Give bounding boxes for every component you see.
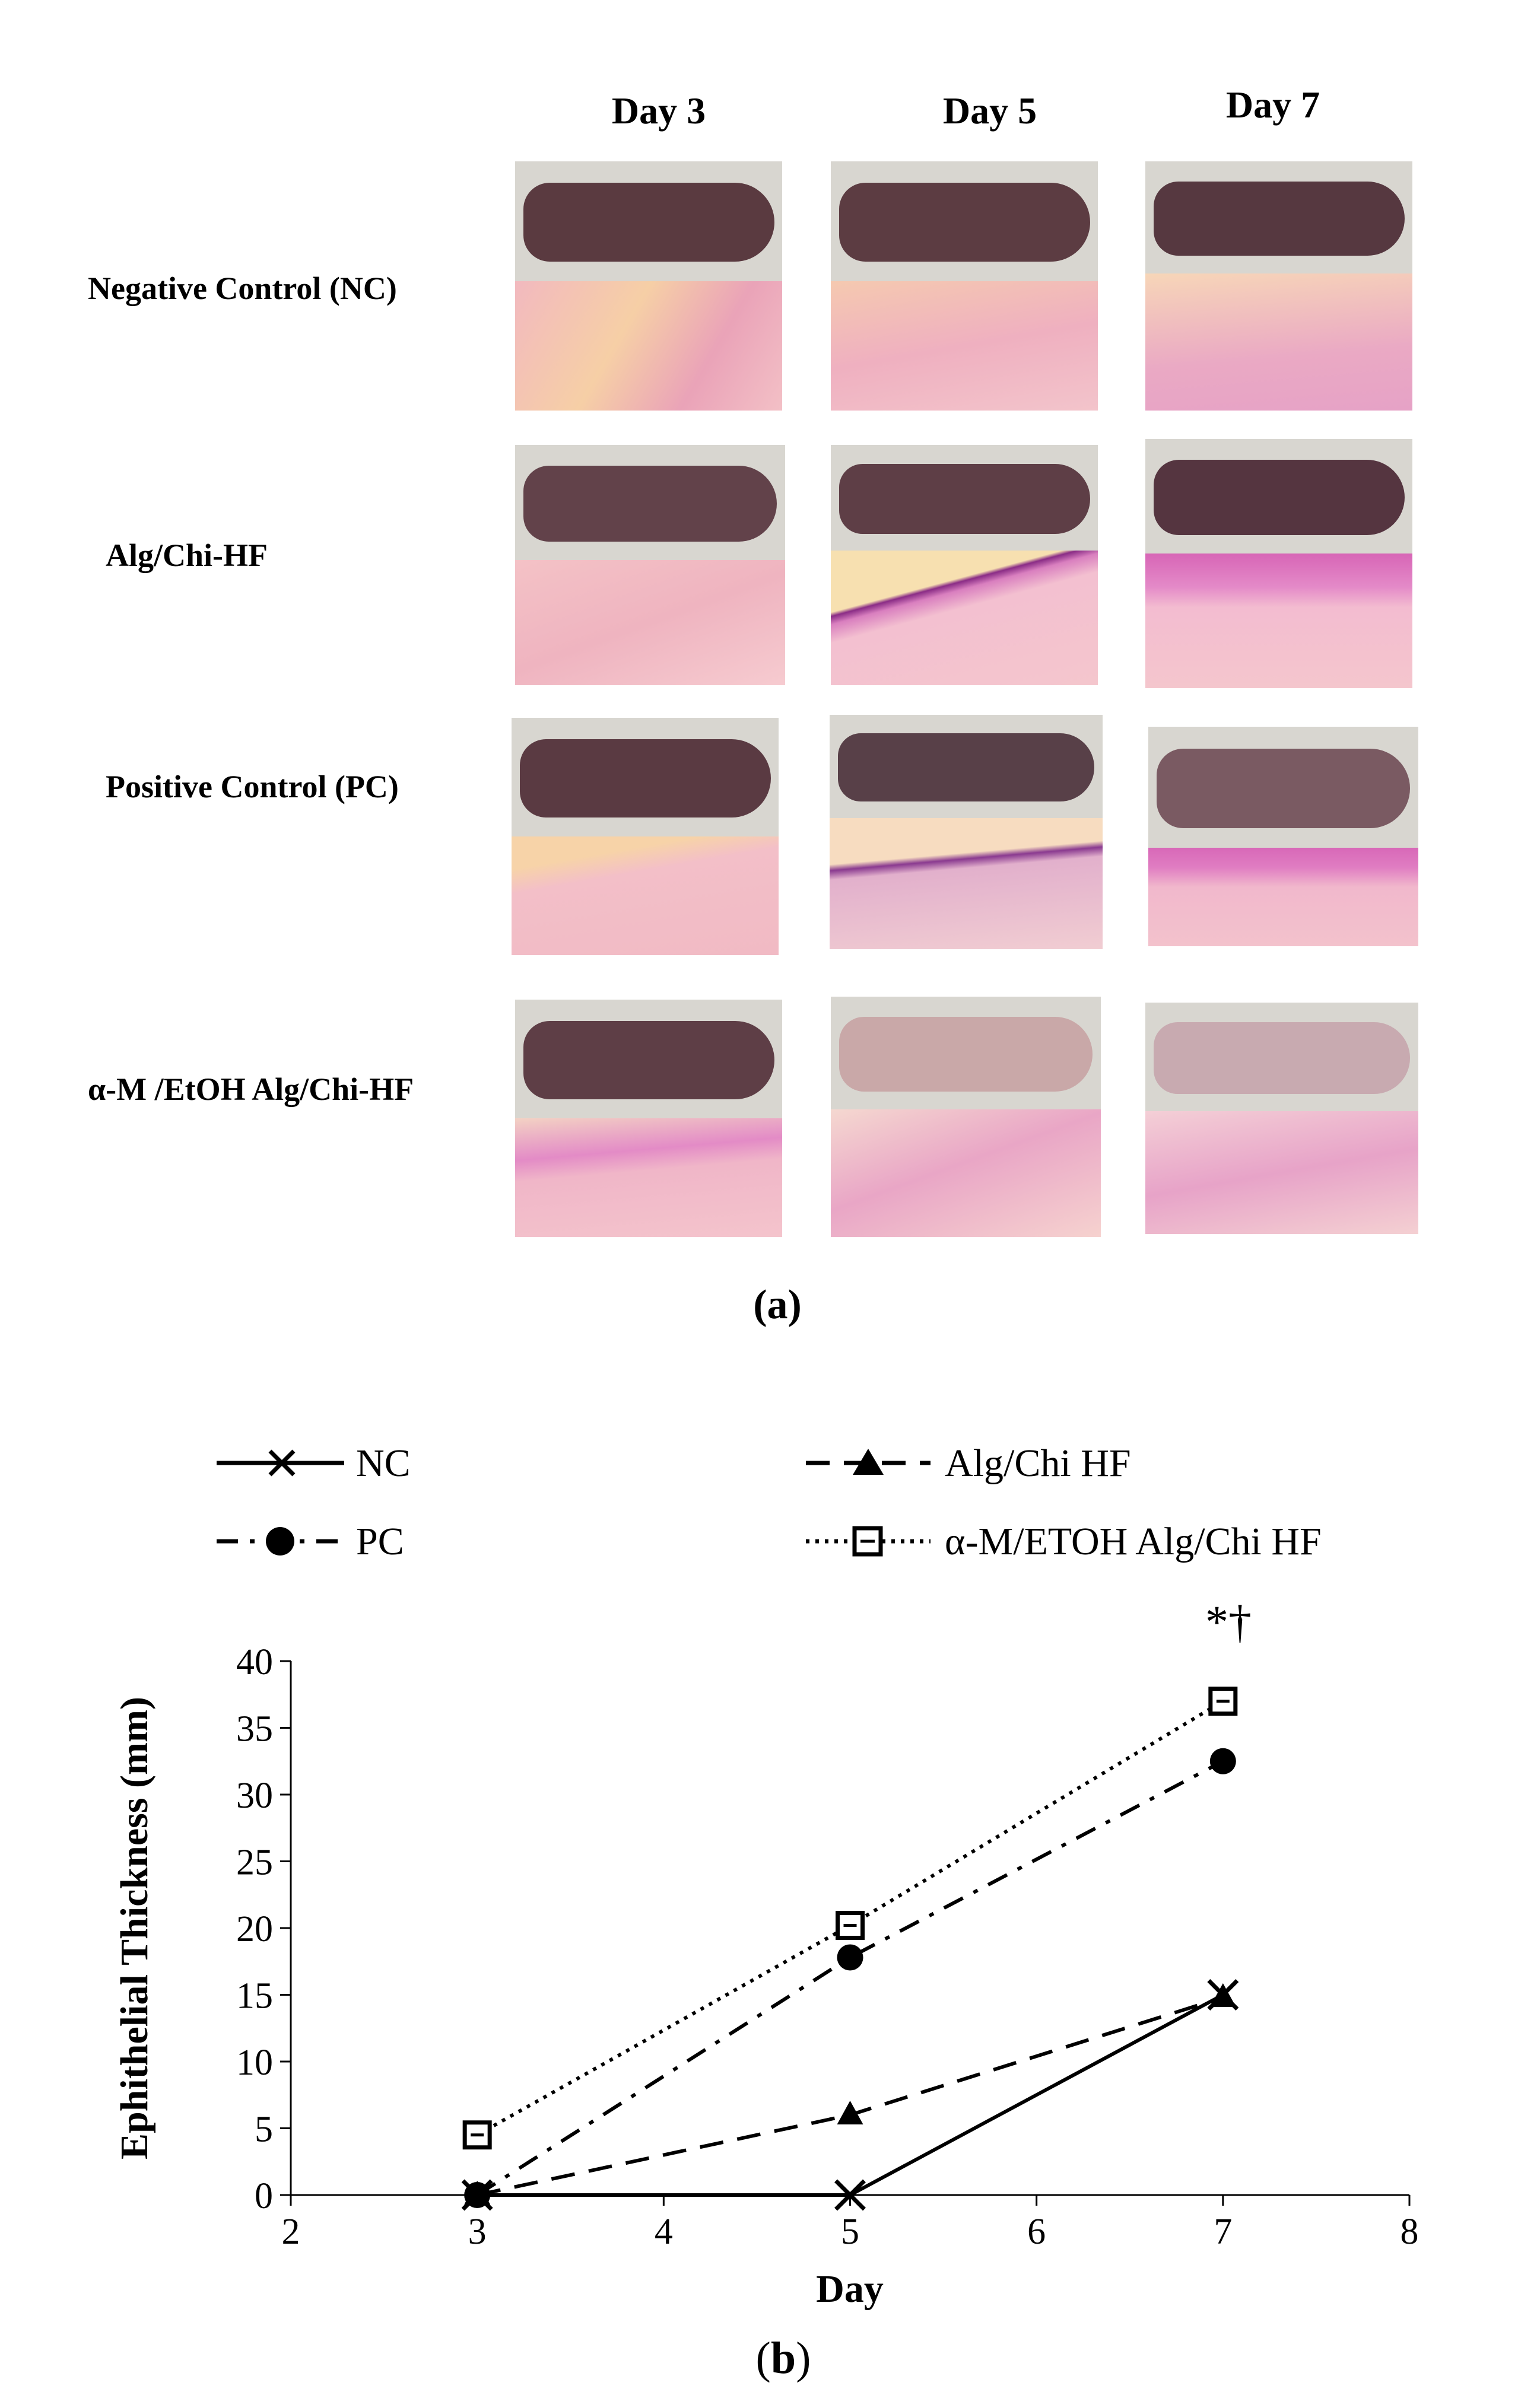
x-tick-label-7: 7: [1214, 2212, 1232, 2252]
x-tick-label-3: 3: [468, 2212, 487, 2252]
y-tick-label-10: 10: [236, 2043, 273, 2083]
photo-am-day5: [831, 997, 1101, 1237]
photo-am-day7: [1145, 1003, 1418, 1234]
legend-marker-nc: [268, 1449, 296, 1477]
photo-am-day3: [515, 1000, 782, 1237]
x-axis-label: Day: [816, 2267, 884, 2311]
legend-label-alg-chi: Alg/Chi HF: [945, 1442, 1131, 1485]
photo-alg-chi-day7: [1145, 439, 1412, 688]
x-ticks: 2 3 4 5 6 7 8: [282, 2195, 1419, 2252]
point-x-day-3: [461, 2179, 493, 2211]
y-tick-label-5: 5: [255, 2110, 273, 2150]
point-square-day-3: [462, 2120, 492, 2150]
point-square-day-7: [1208, 1687, 1238, 1716]
series-layer: [461, 1687, 1239, 2211]
y-tick-label-35: 35: [236, 1709, 273, 1749]
photo-alg-chi-day3: [515, 445, 785, 685]
photo-pc-day3: [512, 718, 779, 955]
point-square-day-5: [836, 1911, 865, 1940]
x-tick-label-2: 2: [282, 2212, 300, 2252]
legend-label-nc: NC: [356, 1442, 411, 1485]
legend-label-pc: PC: [356, 1520, 404, 1563]
epithelial-thickness-chart: NC Alg/Chi HF PC α-M/ETOH Alg/Chi HF 0 5 1…: [113, 1442, 1419, 2383]
point-circle-day-5: [837, 1944, 863, 1971]
y-tick-label-30: 30: [236, 1776, 273, 1816]
y-ticks: 0 5 10 15 20 25 30 35 40: [236, 1642, 291, 2216]
x-tick-label-5: 5: [841, 2212, 859, 2252]
y-tick-label-15: 15: [236, 1976, 273, 2016]
photo-pc-day7: [1148, 727, 1418, 946]
legend-marker-pc: [266, 1527, 294, 1556]
x-tick-label-6: 6: [1027, 2212, 1046, 2252]
photo-nc-day3: [515, 161, 782, 411]
y-tick-label-0: 0: [255, 2176, 273, 2216]
legend-label-am: α-M/ETOH Alg/Chi HF: [945, 1520, 1322, 1563]
legend: NC Alg/Chi HF PC α-M/ETOH Alg/Chi HF: [217, 1442, 1322, 1563]
y-tick-label-20: 20: [236, 1909, 273, 1949]
point-x-day-7: [1207, 1979, 1239, 2011]
row-label-alg-chi-hf: Alg/Chi-HF: [106, 537, 268, 573]
point-triangle-day-5: [837, 2101, 863, 2124]
series-line-triangle: [477, 1996, 1224, 2197]
legend-item-alg-chi: Alg/Chi HF: [806, 1442, 1131, 1485]
row-label-negative-control: Negative Control (NC): [88, 271, 397, 306]
series-line-x: [477, 1993, 1224, 2197]
legend-marker-am: [852, 1526, 883, 1557]
photo-nc-day7: [1145, 161, 1412, 411]
legend-item-nc: NC: [217, 1442, 411, 1485]
point-circle-day-7: [1209, 1748, 1236, 1774]
y-tick-label-25: 25: [236, 1843, 273, 1883]
column-header-day-5: Day 5: [942, 90, 1037, 132]
column-header-day-7: Day 7: [1225, 84, 1320, 126]
significance-annotation: *†: [1205, 1596, 1252, 1647]
point-x-day-5: [834, 2179, 866, 2211]
y-tick-label-40: 40: [236, 1642, 273, 1682]
x-tick-label-4: 4: [655, 2212, 673, 2252]
photo-alg-chi-day5: [831, 445, 1098, 685]
column-header-day-3: Day 3: [611, 90, 706, 132]
panel-a-label: (a): [753, 1282, 802, 1328]
panel-b-label: (b): [756, 2333, 811, 2383]
row-label-positive-control: Positive Control (PC): [106, 769, 399, 804]
x-tick-label-8: 8: [1401, 2212, 1419, 2252]
series-line-circle: [476, 1760, 1224, 2197]
legend-marker-alg-chi: [853, 1449, 884, 1475]
legend-item-am: α-M/ETOH Alg/Chi HF: [806, 1520, 1322, 1563]
photo-nc-day5: [831, 161, 1098, 411]
y-axis-label: Ephithelial Thickness (mm): [113, 1697, 156, 2159]
photo-pc-day5: [830, 715, 1103, 949]
legend-item-pc: PC: [217, 1520, 404, 1563]
row-label-alpha-m-etoh: α-M /EtOH Alg/Chi-HF: [88, 1071, 414, 1107]
